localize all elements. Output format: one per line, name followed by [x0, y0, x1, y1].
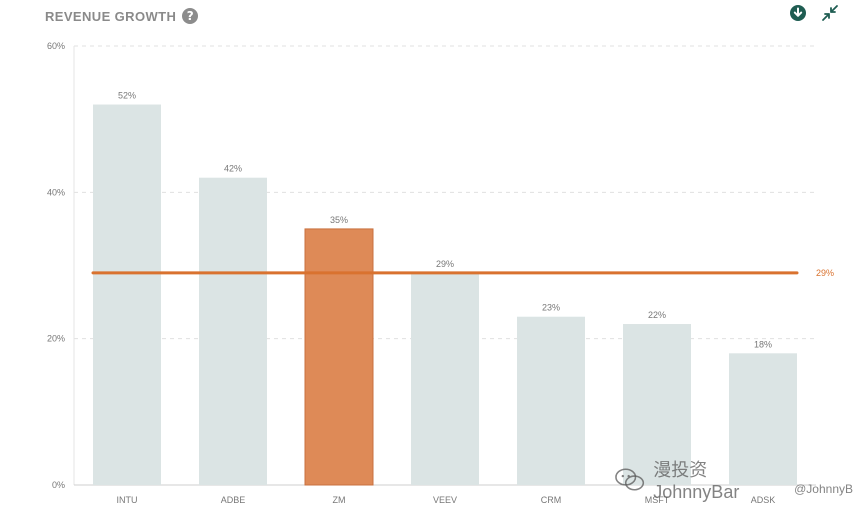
- bar-value-label: 22%: [648, 310, 666, 320]
- bar-crm: [517, 316, 585, 485]
- y-tick-label: 40%: [47, 187, 65, 197]
- download-icon[interactable]: [789, 4, 807, 22]
- y-tick-label: 60%: [47, 41, 65, 51]
- reference-line-label: 29%: [816, 268, 834, 278]
- bar-value-label: 52%: [118, 91, 136, 101]
- collapse-icon[interactable]: [821, 4, 839, 22]
- bar-intu: [93, 104, 161, 486]
- x-tick-label: CRM: [541, 495, 562, 505]
- bar-value-label: 23%: [542, 303, 560, 313]
- chart-toolbar: [789, 4, 839, 22]
- bar-zm: [304, 228, 374, 486]
- bar-veev: [411, 272, 479, 485]
- bar-value-label: 42%: [224, 164, 242, 174]
- x-tick-label: MSFT: [645, 495, 670, 505]
- bar-value-label: 29%: [436, 259, 454, 269]
- bar-adsk: [729, 353, 797, 485]
- bar-value-label: 35%: [330, 215, 348, 225]
- x-tick-label: VEEV: [433, 495, 457, 505]
- y-tick-label: 20%: [47, 334, 65, 344]
- bar-adbe: [199, 177, 267, 485]
- chart-title: REVENUE GROWTH: [45, 8, 177, 24]
- x-tick-label: ZM: [333, 495, 346, 505]
- x-tick-label: ADSK: [751, 495, 776, 505]
- bar-msft: [623, 324, 691, 485]
- x-tick-label: INTU: [117, 495, 138, 505]
- x-tick-label: ADBE: [221, 495, 246, 505]
- chart-header: REVENUE GROWTH ?: [45, 6, 199, 26]
- bar-value-label: 18%: [754, 339, 772, 349]
- y-tick-label: 0%: [52, 480, 65, 490]
- help-icon[interactable]: ?: [182, 8, 199, 24]
